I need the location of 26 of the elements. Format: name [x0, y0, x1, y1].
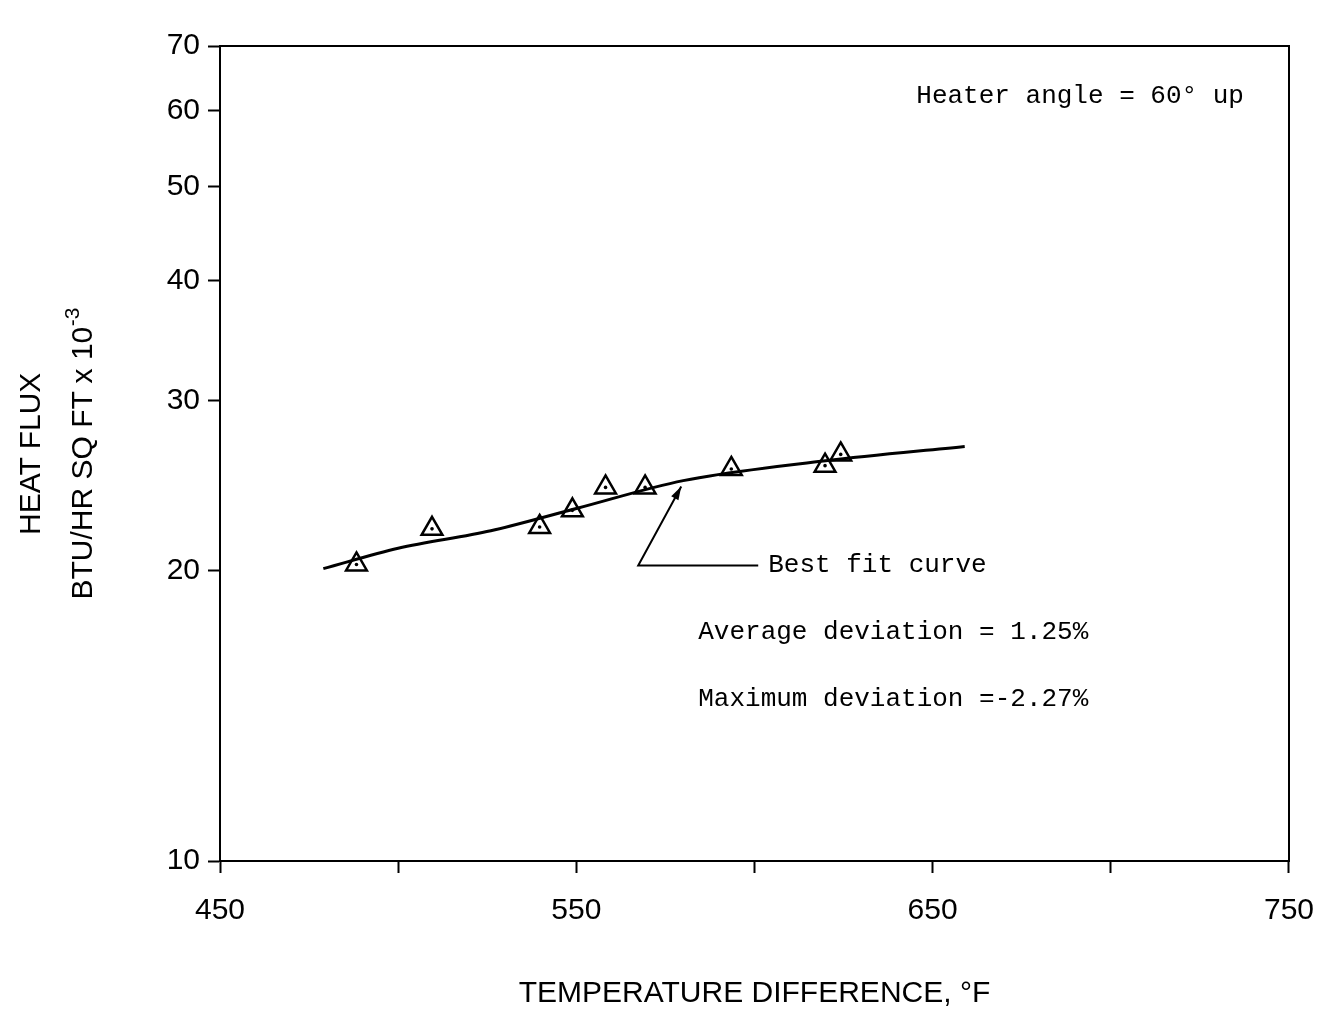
point [633, 474, 657, 495]
y-tick-label: 10 [166, 842, 200, 876]
y-tick-label: 60 [166, 91, 200, 125]
point [527, 513, 552, 535]
annotation: Best fit curve [768, 550, 987, 581]
y-tick-label: 30 [166, 382, 200, 416]
annotation: Maximum deviation =-2.27% [698, 684, 1089, 715]
point [560, 497, 585, 518]
x-axis-title: TEMPERATURE DIFFERENCE, °F [518, 975, 991, 1009]
y-tick-label: 40 [166, 261, 200, 295]
annotation: Average deviation = 1.25% [698, 617, 1089, 648]
point [719, 455, 743, 477]
point [593, 474, 618, 495]
y-tick-label: 20 [166, 551, 200, 585]
point [420, 515, 444, 537]
point [344, 551, 369, 572]
x-tick-label: 550 [551, 892, 602, 926]
y-axis-title: HEAT FLUX BTU/HR SQ FT x 10-3 [13, 307, 98, 600]
x-tick-label: 650 [907, 892, 958, 926]
x-tick-label: 450 [194, 892, 246, 926]
x-tick-label: 750 [1263, 892, 1314, 926]
point [829, 441, 853, 462]
point [813, 452, 837, 473]
y-tick-label: 50 [166, 168, 200, 202]
annotation: Heater angle = 60° up [916, 80, 1244, 111]
y-tick-label: 70 [166, 27, 200, 61]
